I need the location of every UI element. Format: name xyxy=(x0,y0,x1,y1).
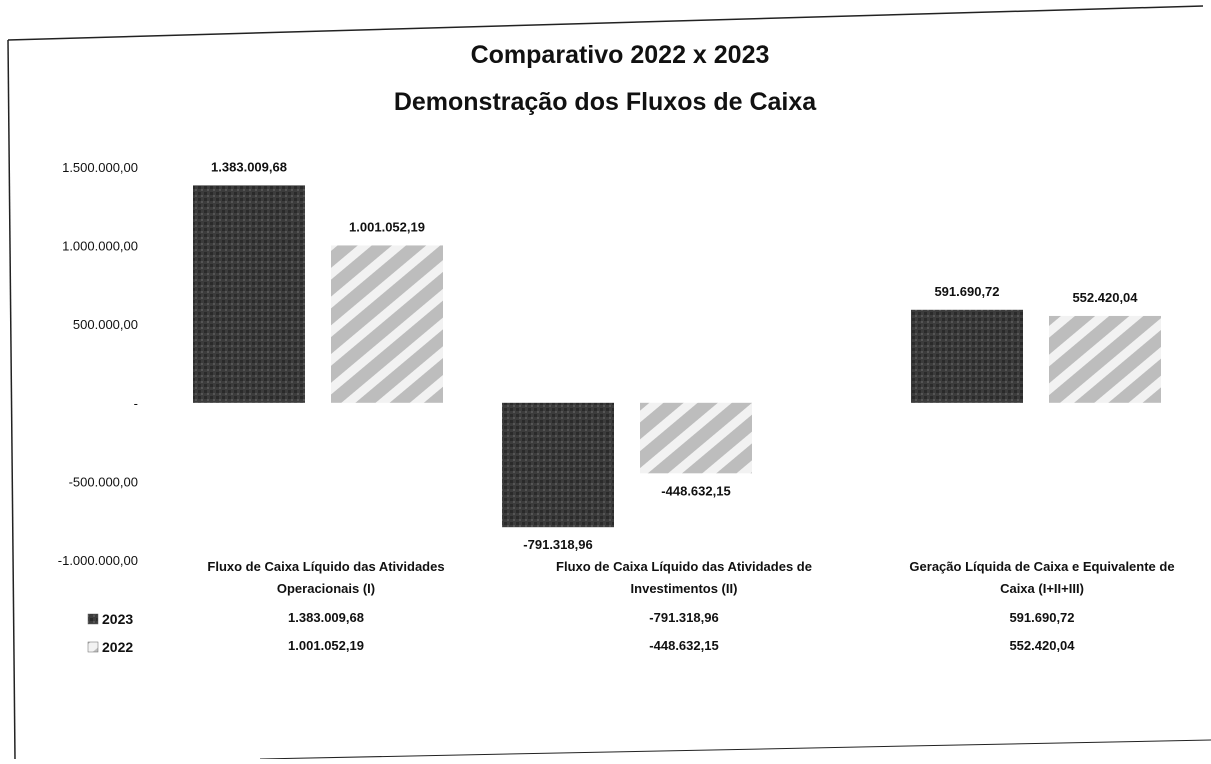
legend-key-2023 xyxy=(87,613,99,625)
category-label-1-line-1: Fluxo de Caixa Líquido das Atividades xyxy=(207,559,444,574)
category-labels: Fluxo de Caixa Líquido das Atividades Ope… xyxy=(207,559,1174,596)
table-cell-2022-3: 552.420,04 xyxy=(1009,638,1075,653)
data-label-2022-1: 1.001.052,19 xyxy=(349,219,425,234)
data-label-2022-2: -448.632,15 xyxy=(661,483,730,498)
category-label-3-line-2: Caixa (I+II+III) xyxy=(1000,581,1084,596)
legend-label-2023: 2023 xyxy=(102,611,133,627)
category-label-2-line-2: Investimentos (II) xyxy=(631,581,738,596)
data-label-2022-3: 552.420,04 xyxy=(1072,290,1138,305)
bars xyxy=(193,185,1161,528)
table-cell-2023-1: 1.383.009,68 xyxy=(288,610,364,625)
category-label-1-line-2: Operacionais (I) xyxy=(277,581,375,596)
data-label-2023-3: 591.690,72 xyxy=(934,284,999,299)
table-cell-2023-3: 591.690,72 xyxy=(1009,610,1074,625)
frame-top-border xyxy=(7,5,1204,41)
data-labels: 1.383.009,68 -791.318,96 591.690,72 1.001.0… xyxy=(211,159,1138,552)
y-tick-label: -500.000,00 xyxy=(69,474,138,489)
bar-2023-3 xyxy=(911,309,1023,403)
table-cell-2022-1: 1.001.052,19 xyxy=(288,638,364,653)
bar-2023-2 xyxy=(502,402,614,528)
chart-title-line-1: Comparativo 2022 x 2023 xyxy=(471,41,770,69)
legend-label-2022: 2022 xyxy=(102,639,133,655)
frame-left-border xyxy=(7,39,16,760)
y-tick-label: 1.000.000,00 xyxy=(62,239,138,254)
bar-2022-2 xyxy=(640,402,752,474)
bar-2022-3 xyxy=(1049,315,1161,403)
frame-bottom-border xyxy=(259,739,1211,760)
data-table: 2023 1.383.009,68 -791.318,96 591.690,72 202… xyxy=(87,610,1075,655)
table-cell-2023-2: -791.318,96 xyxy=(649,610,718,625)
table-cell-2022-2: -448.632,15 xyxy=(649,638,718,653)
y-axis: 1.500.000,00 1.000.000,00 500.000,00 - -500.… xyxy=(58,160,138,568)
y-tick-label: 500.000,00 xyxy=(73,317,138,332)
data-label-2023-1: 1.383.009,68 xyxy=(211,159,287,174)
y-tick-label: -1.000.000,00 xyxy=(58,553,138,568)
legend-key-2022 xyxy=(87,641,99,653)
category-label-3-line-1: Geração Líquida de Caixa e Equivalente d… xyxy=(909,559,1174,574)
chart-title-line-2: Demonstração dos Fluxos de Caixa xyxy=(394,88,817,116)
y-tick-label: 1.500.000,00 xyxy=(62,160,138,175)
data-label-2023-2: -791.318,96 xyxy=(523,537,592,552)
y-tick-label: - xyxy=(134,396,138,411)
bar-2022-1 xyxy=(331,245,443,403)
category-label-2-line-1: Fluxo de Caixa Líquido das Atividades de xyxy=(556,559,812,574)
bar-2023-1 xyxy=(193,185,305,403)
